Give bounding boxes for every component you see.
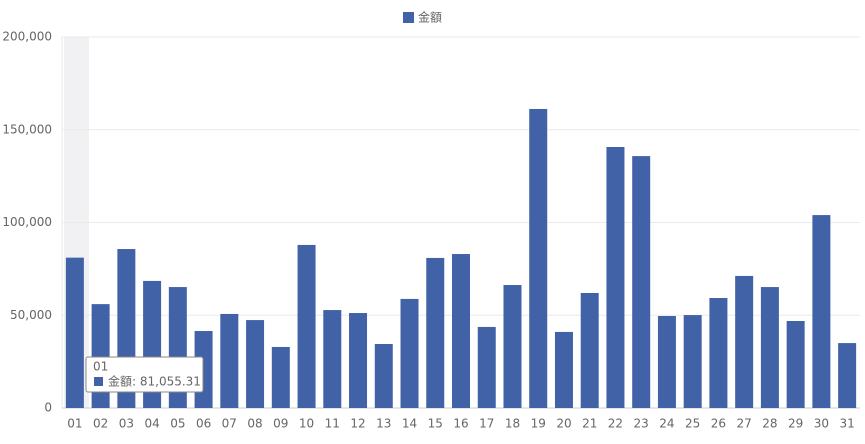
bar	[246, 320, 265, 408]
bar	[709, 297, 728, 408]
bar	[452, 254, 470, 408]
x-tick-label: 26	[711, 417, 726, 431]
x-tick-label: 18	[505, 417, 520, 431]
x-tick-label: 29	[788, 417, 803, 431]
x-tick-label: 17	[479, 417, 494, 431]
y-tick-label: 50,000	[10, 308, 52, 322]
x-tick-label: 11	[325, 417, 340, 431]
bar	[503, 285, 522, 408]
bar	[220, 313, 239, 408]
bar	[632, 156, 651, 408]
tooltip-text: 金額: 81,055.31	[108, 374, 201, 389]
bar	[374, 344, 393, 408]
x-tick-label: 10	[299, 417, 314, 431]
bar	[426, 257, 445, 408]
legend-swatch	[403, 12, 414, 23]
x-tick-label: 30	[814, 417, 829, 431]
x-tick-label: 23	[634, 417, 649, 431]
x-tick-label: 05	[170, 417, 185, 431]
x-tick-label: 25	[685, 417, 700, 431]
bar	[271, 346, 290, 408]
x-tick-label: 02	[93, 417, 108, 431]
x-tick-label: 06	[196, 417, 211, 431]
legend-label: 金額	[418, 10, 442, 25]
x-tick-label: 16	[453, 417, 468, 431]
x-tick-label: 22	[608, 417, 623, 431]
tooltip-box	[85, 356, 204, 393]
bar	[349, 313, 368, 408]
x-tick-label: 27	[737, 417, 752, 431]
bar	[812, 215, 831, 408]
x-tick-label: 19	[531, 417, 546, 431]
x-tick-label: 28	[762, 417, 777, 431]
x-tick-label: 20	[556, 417, 571, 431]
bar	[297, 244, 316, 408]
y-tick-label: 100,000	[2, 215, 52, 229]
bar	[735, 275, 754, 408]
bar	[838, 343, 857, 408]
bar	[657, 315, 676, 408]
x-tick-label: 14	[402, 417, 417, 431]
bar	[477, 326, 496, 408]
y-tick-label: 150,000	[2, 122, 52, 136]
x-tick-label: 09	[273, 417, 288, 431]
tooltip-swatch	[94, 377, 103, 386]
x-tick-label: 12	[350, 417, 365, 431]
y-tick-label: 0	[44, 401, 52, 415]
bar	[529, 108, 548, 408]
x-tick-label: 03	[119, 417, 134, 431]
bar	[554, 331, 573, 408]
x-tick-label: 31	[839, 417, 854, 431]
bar	[786, 321, 805, 408]
x-tick-label: 07	[222, 417, 237, 431]
bar	[323, 310, 342, 408]
y-tick-label: 200,000	[2, 30, 52, 44]
x-tick-label: 01	[67, 417, 82, 431]
bar	[606, 147, 625, 408]
x-tick-label: 08	[247, 417, 262, 431]
bar	[400, 298, 419, 408]
bar	[580, 292, 599, 408]
x-tick-label: 15	[428, 417, 443, 431]
x-tick-label: 04	[144, 417, 159, 431]
tooltip-title: 01	[93, 360, 108, 374]
x-tick-label: 13	[376, 417, 391, 431]
x-tick-label: 21	[582, 417, 597, 431]
bar	[760, 287, 779, 408]
bar	[65, 257, 84, 408]
x-tick-label: 24	[659, 417, 674, 431]
bar	[683, 315, 702, 408]
